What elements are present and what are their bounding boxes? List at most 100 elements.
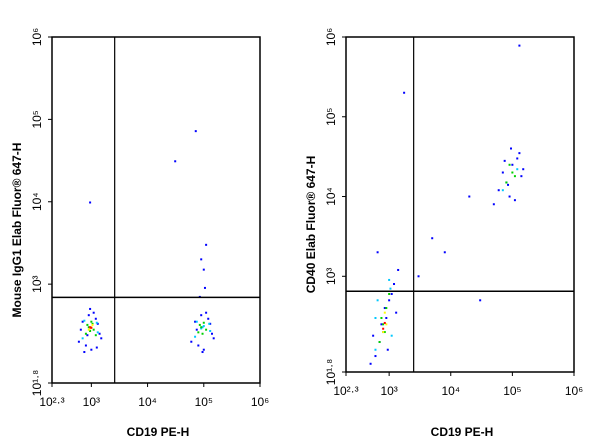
x-tick-label: 10⁵ [503,384,521,398]
event-dot [94,317,97,320]
event-dot [376,299,379,302]
event-dot [84,332,87,335]
event-dot [91,322,94,325]
event-dot [382,327,385,330]
event-dot [505,181,508,184]
event-dot [209,329,212,332]
event-dot [95,346,98,349]
event-dot [210,332,213,335]
event-dot [516,168,519,171]
y-tick-label: 10⁶ [30,28,44,46]
event-dot [91,323,94,326]
event-dot [81,337,84,340]
event-dot [374,316,377,319]
event-dot [508,163,511,166]
event-dot [380,323,383,326]
event-dot [397,268,400,271]
event-dot [87,326,90,329]
event-dot [383,331,386,334]
event-dot [385,316,388,319]
event-dot [374,355,377,358]
event-dot [79,328,82,331]
event-dot [511,171,514,174]
event-dot [84,344,87,347]
event-dot [89,329,92,332]
event-dot [383,321,386,324]
event-dot [372,334,375,337]
event-dot [89,307,92,310]
event-dot [87,328,90,331]
event-dot [194,335,197,338]
event-dot [383,307,386,310]
event-dot [87,314,90,317]
event-dot [89,201,92,204]
event-dot [513,199,516,202]
event-dot [203,286,206,289]
y-tick-label: 10³ [30,275,44,292]
event-dot [92,328,95,331]
event-dot [382,323,385,326]
event-dot [388,299,391,302]
event-dot [205,243,208,246]
x-tick-label: 10⁵ [195,395,213,409]
event-dot [96,331,99,334]
x-tick-label: 10⁶ [565,384,583,398]
event-dot [385,307,388,310]
y-tick-label: 10⁴ [324,187,338,206]
x-tick-label: 10⁶ [251,395,269,409]
event-dot [417,275,420,278]
event-dot [205,311,208,314]
event-dot [492,203,495,206]
event-dot [86,334,89,337]
plot-frame [51,36,261,384]
event-dot [200,314,203,317]
event-dot [511,163,514,166]
event-dot [194,320,197,323]
event-dot [497,189,500,192]
event-dot [202,321,205,324]
y-axis-label: Mouse IgG1 Elab Fluor® 647-H [10,143,24,318]
event-dot [195,320,198,323]
event-dot [208,322,211,325]
event-dot [431,237,434,240]
event-dot [195,328,198,331]
event-dot [83,319,86,322]
event-dot [201,332,204,335]
event-dot [369,362,372,365]
event-dot [90,320,93,323]
event-dot [386,348,389,351]
y-tick-label: 10¹·⁸ [324,359,338,385]
event-dot [201,326,204,329]
event-dot [86,323,89,326]
event-dot [194,130,197,133]
event-dot [83,351,86,354]
x-axis-label: CD19 PE-H [431,425,494,439]
event-dot [501,189,504,192]
event-dot [200,258,203,261]
event-dot [174,160,177,163]
event-dot [89,327,92,330]
event-dot [94,334,97,337]
event-dot [95,321,98,324]
event-dot [197,344,200,347]
event-dot [518,152,521,155]
y-tick-label: 10⁶ [324,28,338,46]
event-dot [205,328,208,331]
event-dot [89,326,92,329]
event-dot [90,348,93,351]
event-dot [479,299,482,302]
event-dot [385,323,388,326]
plot-frame [345,36,575,373]
event-dot [90,326,93,329]
y-tick-label: 10³ [324,268,338,285]
event-dot [81,320,84,323]
x-tick-label: 10²·³ [39,395,64,409]
event-dot [443,251,446,254]
event-dot [520,175,523,178]
event-dot [403,91,406,94]
event-dot [77,340,80,343]
y-tick-label: 10⁴ [30,193,44,212]
event-dot [197,331,200,334]
event-dot [202,348,205,351]
